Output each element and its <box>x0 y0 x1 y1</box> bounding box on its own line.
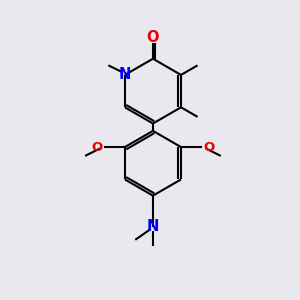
Text: N: N <box>119 68 131 82</box>
Text: N: N <box>147 219 159 234</box>
Text: O: O <box>91 141 102 154</box>
Text: O: O <box>204 141 215 154</box>
Text: O: O <box>147 30 159 45</box>
